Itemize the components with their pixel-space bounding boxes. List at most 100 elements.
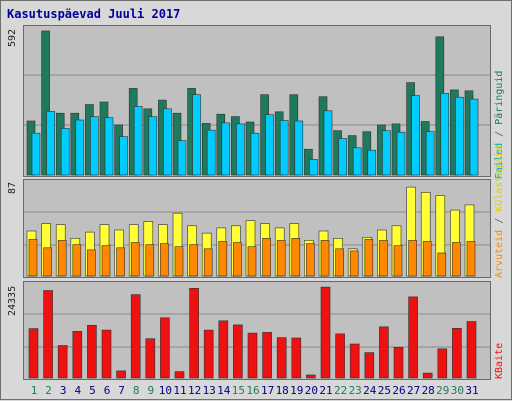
bar-failed-day-5 [90, 116, 99, 176]
day-label-1: 1 [31, 384, 38, 397]
bar-kbaite-day-5 [87, 324, 97, 379]
bar-failed-day-26 [396, 131, 406, 176]
bar-kbaite-day-15 [233, 324, 243, 379]
bar-kbaite-day-10 [160, 317, 170, 379]
bar-kbaite-day-8 [130, 294, 141, 379]
bar-arvuteid-day-28 [422, 241, 432, 277]
bar-arvuteid-day-7 [116, 247, 125, 277]
bar-failed-day-27 [411, 95, 420, 176]
day-label-30: 30 [451, 384, 464, 397]
bar-kbaite-day-22 [335, 333, 345, 379]
bar-kbaite-day-3 [57, 345, 68, 379]
bar-kbaite-day-6 [101, 329, 112, 379]
day-label-29: 29 [436, 384, 449, 397]
bar-failed-day-30 [455, 96, 464, 176]
bar-kbaite-day-23 [349, 343, 360, 379]
day-label-7: 7 [118, 384, 125, 397]
bar-kbaite-day-25 [379, 326, 389, 379]
bar-failed-day-25 [382, 130, 391, 176]
bar-failed-day-23 [352, 147, 362, 176]
bar-failed-day-31 [469, 98, 479, 176]
bar-failed-day-12 [192, 94, 201, 176]
bar-arvuteid-day-13 [203, 248, 213, 277]
day-label-25: 25 [378, 384, 391, 397]
day-label-12: 12 [188, 384, 201, 397]
bar-failed-day-1 [31, 132, 41, 176]
bar-arvuteid-day-21 [320, 240, 330, 277]
bar-failed-day-24 [367, 149, 377, 176]
bar-kbaite-day-17 [262, 332, 272, 379]
bar-kbaite-day-19 [291, 337, 302, 379]
bar-arvuteid-day-20 [306, 243, 315, 277]
bar-failed-day-10 [163, 108, 172, 176]
bar-arvuteid-day-16 [247, 246, 257, 277]
bar-kbaite-day-30 [452, 327, 462, 379]
bar-failed-day-28 [425, 131, 435, 176]
bar-arvuteid-day-26 [393, 245, 403, 277]
bar-arvuteid-day-12 [189, 244, 198, 277]
bar-arvuteid-day-22 [335, 248, 344, 277]
bar-arvuteid-day-11 [174, 246, 184, 277]
bar-failed-day-18 [279, 120, 289, 176]
day-label-21: 21 [319, 384, 332, 397]
bar-arvuteid-day-15 [233, 242, 242, 277]
day-label-20: 20 [305, 384, 318, 397]
bar-failed-day-8 [133, 106, 143, 176]
bar-failed-day-2 [46, 111, 55, 176]
day-label-6: 6 [104, 384, 111, 397]
bar-arvuteid-day-23 [349, 250, 359, 277]
bar-arvuteid-day-24 [364, 239, 374, 277]
day-label-24: 24 [363, 384, 377, 397]
bar-arvuteid-day-8 [130, 242, 140, 277]
day-label-23: 23 [349, 384, 362, 397]
bar-arvuteid-day-14 [218, 241, 228, 277]
day-label-10: 10 [159, 384, 172, 397]
day-label-11: 11 [173, 384, 186, 397]
bar-failed-day-6 [104, 117, 114, 176]
bar-kbaite-day-4 [72, 330, 83, 379]
bar-kbaite-day-14 [218, 320, 229, 379]
bar-failed-day-17 [265, 114, 274, 176]
bar-p-ringuid-day-2 [41, 30, 50, 176]
bar-failed-day-11 [177, 140, 187, 176]
bar-kbaite-day-16 [247, 332, 258, 379]
bar-kbaite-day-7 [116, 370, 126, 379]
day-label-26: 26 [392, 384, 405, 397]
bar-kbaite-day-2 [43, 290, 53, 379]
day-label-31: 31 [465, 384, 478, 397]
bar-kbaite-day-28 [422, 372, 433, 379]
bar-arvuteid-day-9 [145, 244, 155, 277]
bar-kbaite-day-31 [466, 321, 477, 379]
day-label-5: 5 [89, 384, 96, 397]
bar-arvuteid-day-1 [28, 239, 38, 277]
bar-arvuteid-day-18 [276, 240, 286, 277]
bar-arvuteid-day-27 [408, 240, 417, 277]
chart-title: Kasutuspäevad Juuli 2017 [7, 7, 181, 21]
day-label-8: 8 [133, 384, 140, 397]
bar-failed-day-16 [250, 132, 260, 176]
bar-kbaite-day-11 [174, 371, 185, 379]
day-label-22: 22 [334, 384, 347, 397]
bar-kbaite-day-18 [276, 337, 287, 379]
day-label-15: 15 [232, 384, 245, 397]
bar-arvuteid-day-19 [291, 238, 301, 277]
bar-failed-day-9 [148, 116, 158, 176]
day-label-17: 17 [261, 384, 274, 397]
bar-failed-day-4 [75, 119, 85, 176]
day-label-28: 28 [422, 384, 435, 397]
bar-failed-day-22 [338, 138, 347, 176]
bar-arvuteid-day-6 [101, 245, 111, 277]
day-label-2: 2 [45, 384, 52, 397]
bar-failed-day-20 [309, 159, 318, 176]
day-label-27: 27 [407, 384, 420, 397]
bar-failed-day-7 [119, 136, 128, 176]
bar-failed-day-15 [236, 123, 245, 176]
bar-kbaite-day-24 [364, 352, 375, 379]
bar-kbaite-day-20 [306, 374, 316, 379]
day-label-4: 4 [74, 384, 81, 397]
bar-kbaite-day-12 [189, 287, 199, 379]
bar-failed-day-13 [206, 129, 216, 176]
bar-failed-day-14 [221, 122, 231, 176]
